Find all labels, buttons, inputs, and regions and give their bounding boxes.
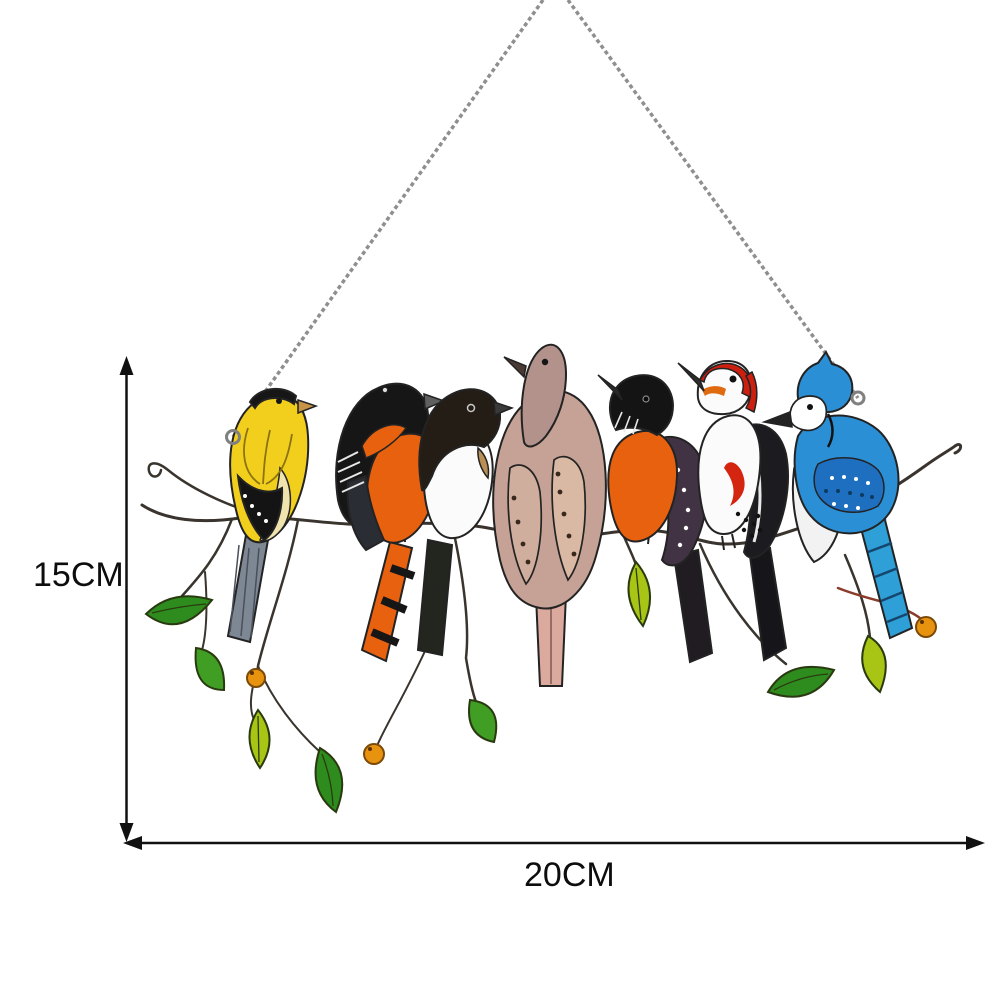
berry <box>915 616 937 638</box>
leaf <box>627 560 652 628</box>
leaf <box>248 708 271 770</box>
leaf <box>144 595 214 626</box>
leaves <box>144 560 887 814</box>
towhee-beak <box>493 400 515 417</box>
width-dimension-arrow <box>123 836 985 850</box>
berry <box>246 668 266 688</box>
goldfinch-beak <box>297 398 319 415</box>
bird-redstart <box>597 374 714 664</box>
leaf <box>766 665 836 698</box>
woodpecker-flame <box>724 462 745 506</box>
bird-goldfinch <box>226 387 319 644</box>
height-dimension-arrow <box>119 356 134 842</box>
leaf <box>468 698 498 744</box>
redstart-tail <box>672 548 714 664</box>
width-dimension-label: 20CM <box>524 856 615 894</box>
woodpecker-tail <box>748 546 788 662</box>
redstart-beak <box>597 374 623 401</box>
redstart-head <box>608 374 675 437</box>
leaf <box>861 634 887 694</box>
goldfinch-wing <box>236 473 284 542</box>
bird-bluejay <box>761 350 914 640</box>
dove-beak <box>503 356 527 379</box>
goldfinch-eye <box>276 398 282 404</box>
bluejay-beak <box>761 410 793 428</box>
oriole-eye <box>381 386 389 394</box>
height-dimension-label: 15CM <box>33 556 124 594</box>
chain-ring <box>850 390 866 406</box>
chain-rings <box>225 390 866 445</box>
woodpecker-crown <box>698 362 753 399</box>
towhee-hood <box>418 388 502 492</box>
woodpecker-eye <box>729 375 737 383</box>
chain-ring <box>225 429 241 445</box>
leaf <box>314 746 344 814</box>
towhee-wing-patch <box>477 446 490 480</box>
redstart-eye <box>642 395 650 403</box>
bluejay-wing-inner <box>813 457 885 513</box>
bluejay-eye <box>807 404 813 410</box>
dove-wing-right <box>551 455 587 582</box>
woodpecker-malar <box>702 386 726 396</box>
leaf <box>194 646 226 692</box>
towhee-eye <box>466 403 476 413</box>
dove-head <box>520 343 568 448</box>
redstart-breast <box>607 429 679 543</box>
oriole-wing <box>346 474 386 552</box>
bird-towhee <box>416 388 515 657</box>
dove-eye <box>541 358 549 366</box>
woodpecker-nape <box>744 370 758 414</box>
dove-wing-left <box>507 464 543 586</box>
bird-dove <box>492 343 607 687</box>
berries <box>246 616 937 765</box>
goldfinch-cap <box>248 387 298 410</box>
bluejay-face <box>789 395 828 432</box>
bird-woodpecker <box>677 359 789 662</box>
woodpecker-beak <box>677 362 705 392</box>
towhee-tail <box>416 538 454 657</box>
berry <box>363 743 385 765</box>
oriole-wing-patch <box>361 424 408 459</box>
oriole-beak <box>423 392 447 411</box>
hanging-chain <box>231 0 860 439</box>
